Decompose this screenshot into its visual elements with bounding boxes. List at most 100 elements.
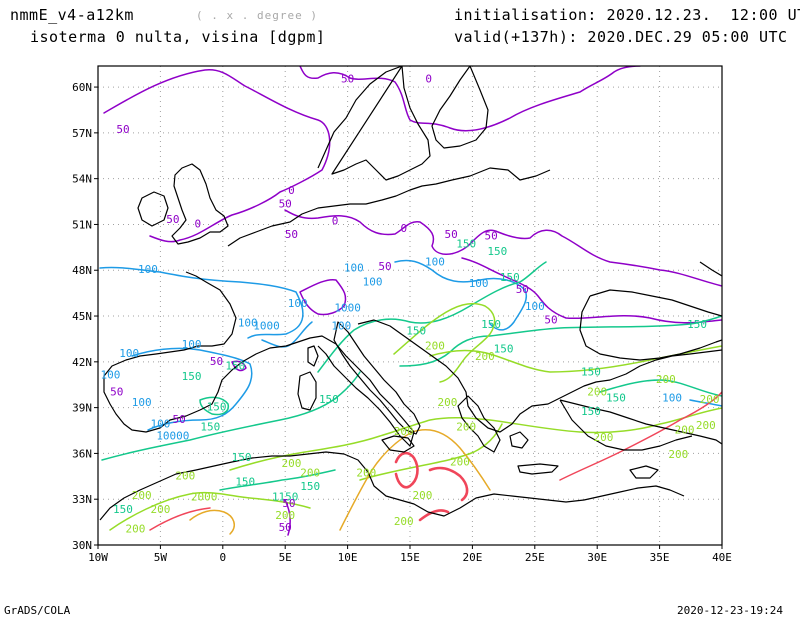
contour-label: 100: [469, 277, 489, 290]
contour-label: 50: [116, 123, 129, 136]
contour-label: 200: [594, 431, 614, 444]
coastline-balkans: [357, 319, 722, 433]
contour-label: 200: [450, 456, 470, 469]
contour-100-pannonia: [394, 259, 527, 331]
contour-label: 100: [363, 275, 383, 288]
lat-label: 45N: [72, 310, 92, 323]
lon-label: 10W: [88, 551, 108, 564]
contour-label: 200: [150, 503, 170, 516]
axis-ticks: 10W 5W 0 5E 10E 15E 20E 25E 30E 35E 40E 60N 57N 54N 51…: [72, 81, 732, 564]
contour-150-algeria: [219, 469, 336, 491]
contour-label: 100: [344, 262, 364, 275]
contour-label: 200: [413, 489, 433, 502]
contour-label: 200: [475, 350, 495, 363]
contour-300-tunis: [394, 451, 419, 489]
lat-label: 54N: [72, 173, 92, 186]
coastline-caspian: [699, 261, 722, 277]
contour-label: 50: [285, 228, 298, 241]
contour-50-carpath: [461, 257, 722, 324]
contour-150-turkey: [599, 379, 722, 397]
contour-label: 200: [456, 420, 476, 433]
contour-100-turkey: [689, 399, 722, 407]
coastline-crete: [517, 463, 559, 475]
coastline-africa: [99, 451, 685, 521]
model-name: nmmE_v4-a12km: [10, 6, 134, 24]
contour-label: 200: [438, 396, 458, 409]
contour-label: 200: [675, 424, 695, 437]
contour-300-libya: [428, 466, 469, 502]
contour-300-sirte: [418, 509, 450, 522]
contour-100-north: [99, 266, 304, 339]
contour-label: 150: [500, 271, 520, 284]
contour-50-iberia: [231, 360, 247, 372]
contour-label: 200: [356, 466, 376, 479]
lat-label: 30N: [72, 539, 92, 552]
contour-150-spain: [101, 371, 361, 461]
contour-label: 200: [275, 509, 295, 522]
contour-label: 100: [138, 263, 158, 276]
contour-label: 1000: [253, 320, 280, 333]
contour-label: 50: [516, 283, 529, 296]
contour-label: 150: [494, 343, 514, 356]
contour-label: 200: [696, 419, 716, 432]
coastline-finland: [431, 66, 489, 149]
contour-label: 50: [172, 413, 185, 426]
contour-200-libya: [359, 423, 503, 481]
contour-label: 100: [288, 297, 308, 310]
map-background: [98, 66, 722, 545]
degree-hint: ( . x . degree ): [196, 9, 318, 22]
contour-label: 50: [445, 228, 458, 241]
contour-label: 50: [279, 521, 292, 534]
lat-label: 36N: [72, 447, 92, 460]
contour-label: 150: [581, 405, 601, 418]
coastline-cyprus: [629, 465, 659, 479]
lon-label: 30E: [587, 551, 607, 564]
lat-label: 42N: [72, 356, 92, 369]
contour-label: 100: [132, 396, 152, 409]
valid-time: valid(+137h): 2020.DEC.29 05:00 UTC: [454, 28, 788, 46]
footer-timestamp: 2020-12-23-19:24: [677, 604, 783, 617]
contour-label: 200: [126, 523, 146, 536]
contour-0-central: [284, 209, 722, 287]
contour-label: 150: [207, 401, 227, 414]
contour-label: 200: [700, 393, 720, 406]
coastline-britain: [171, 163, 229, 245]
contour-200-italy: [393, 302, 496, 383]
contour-label: 50: [279, 198, 292, 211]
variable-title: isoterma 0 nulta, visina [dgpm]: [30, 28, 326, 46]
contour-label: 2000: [191, 491, 218, 504]
contour-label: 200: [394, 515, 414, 528]
contour-label: 100: [182, 338, 202, 351]
contour-label: 150: [581, 366, 601, 379]
contour-label: 150: [225, 359, 245, 372]
contour-label: 150: [300, 480, 320, 493]
contour-label: 100: [101, 369, 121, 382]
contour-150-central: [317, 261, 547, 373]
contour-200-africa: [109, 491, 311, 531]
contour-label: 150: [487, 245, 507, 258]
contour-label: 200: [394, 425, 414, 438]
contour-label: 150: [113, 503, 133, 516]
contour-label: 100: [425, 256, 445, 269]
lat-label: 57N: [72, 127, 92, 140]
contour-label: 100: [119, 347, 139, 360]
contour-label: 10000: [156, 430, 189, 443]
contour-label: 200: [656, 373, 676, 386]
contour-label: 100: [238, 317, 258, 330]
contour-label: 150: [319, 393, 339, 406]
lon-label: 25E: [525, 551, 545, 564]
contour-label: 150: [232, 451, 252, 464]
contour-label: 200: [300, 466, 320, 479]
contour-300-morocco: [149, 507, 211, 531]
contour-label: 150: [687, 318, 707, 331]
contour-label: 50: [341, 72, 354, 85]
lat-label: 39N: [72, 402, 92, 415]
coastline-ireland: [137, 191, 169, 227]
lon-label: 5W: [154, 551, 168, 564]
contour-label: 200: [175, 469, 195, 482]
initialisation-time: initialisation: 2020.12.23. 12:00 UTC: [454, 6, 800, 24]
contour-label: 150: [200, 420, 220, 433]
contour-label: 100: [150, 417, 170, 430]
